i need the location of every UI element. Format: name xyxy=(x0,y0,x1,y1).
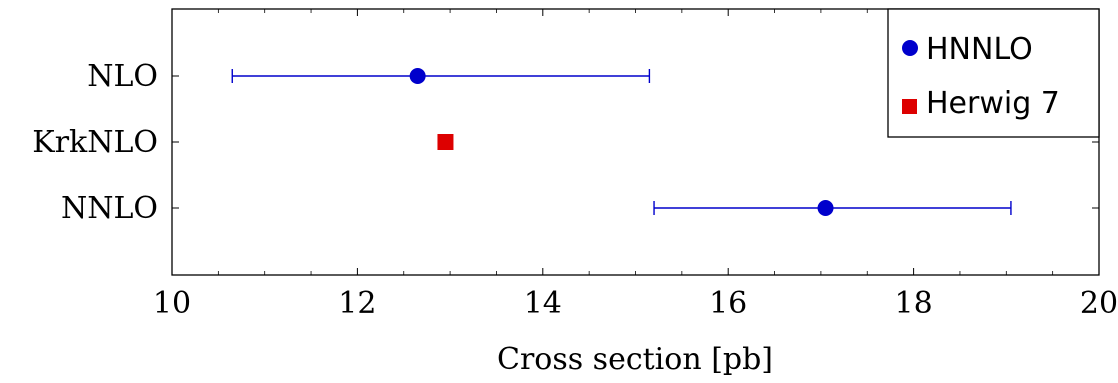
data-marks xyxy=(231,68,1012,216)
y-tick-label: NNLO xyxy=(61,191,158,226)
data-point-nnlo xyxy=(817,200,834,216)
y-tick-label: NLO xyxy=(87,59,158,94)
data-point-nlo xyxy=(409,68,426,84)
legend-label-hnnlo: HNNLO xyxy=(926,32,1033,67)
x-tick-label: 16 xyxy=(709,286,747,321)
legend-marker-herwig7 xyxy=(902,99,917,114)
y-tick-label: KrkNLO xyxy=(32,125,158,160)
legend-marker-hnnlo xyxy=(902,40,918,56)
x-tick-label: 18 xyxy=(895,286,933,321)
x-axis-label: Cross section [pb] xyxy=(497,342,773,377)
legend: HNNLO Herwig 7 xyxy=(887,8,1100,138)
x-tick-label: 12 xyxy=(338,286,376,321)
x-tick-label: 14 xyxy=(524,286,562,321)
legend-label-herwig7: Herwig 7 xyxy=(926,86,1060,121)
x-tick-label: 10 xyxy=(153,286,191,321)
y-axis-ticks: NLO KrkNLO NNLO xyxy=(32,59,1099,226)
x-axis-ticks: 10 12 14 16 18 20 xyxy=(153,9,1118,321)
data-point-krknlo xyxy=(437,134,454,150)
x-tick-label: 20 xyxy=(1080,286,1118,321)
legend-box xyxy=(887,8,1100,138)
